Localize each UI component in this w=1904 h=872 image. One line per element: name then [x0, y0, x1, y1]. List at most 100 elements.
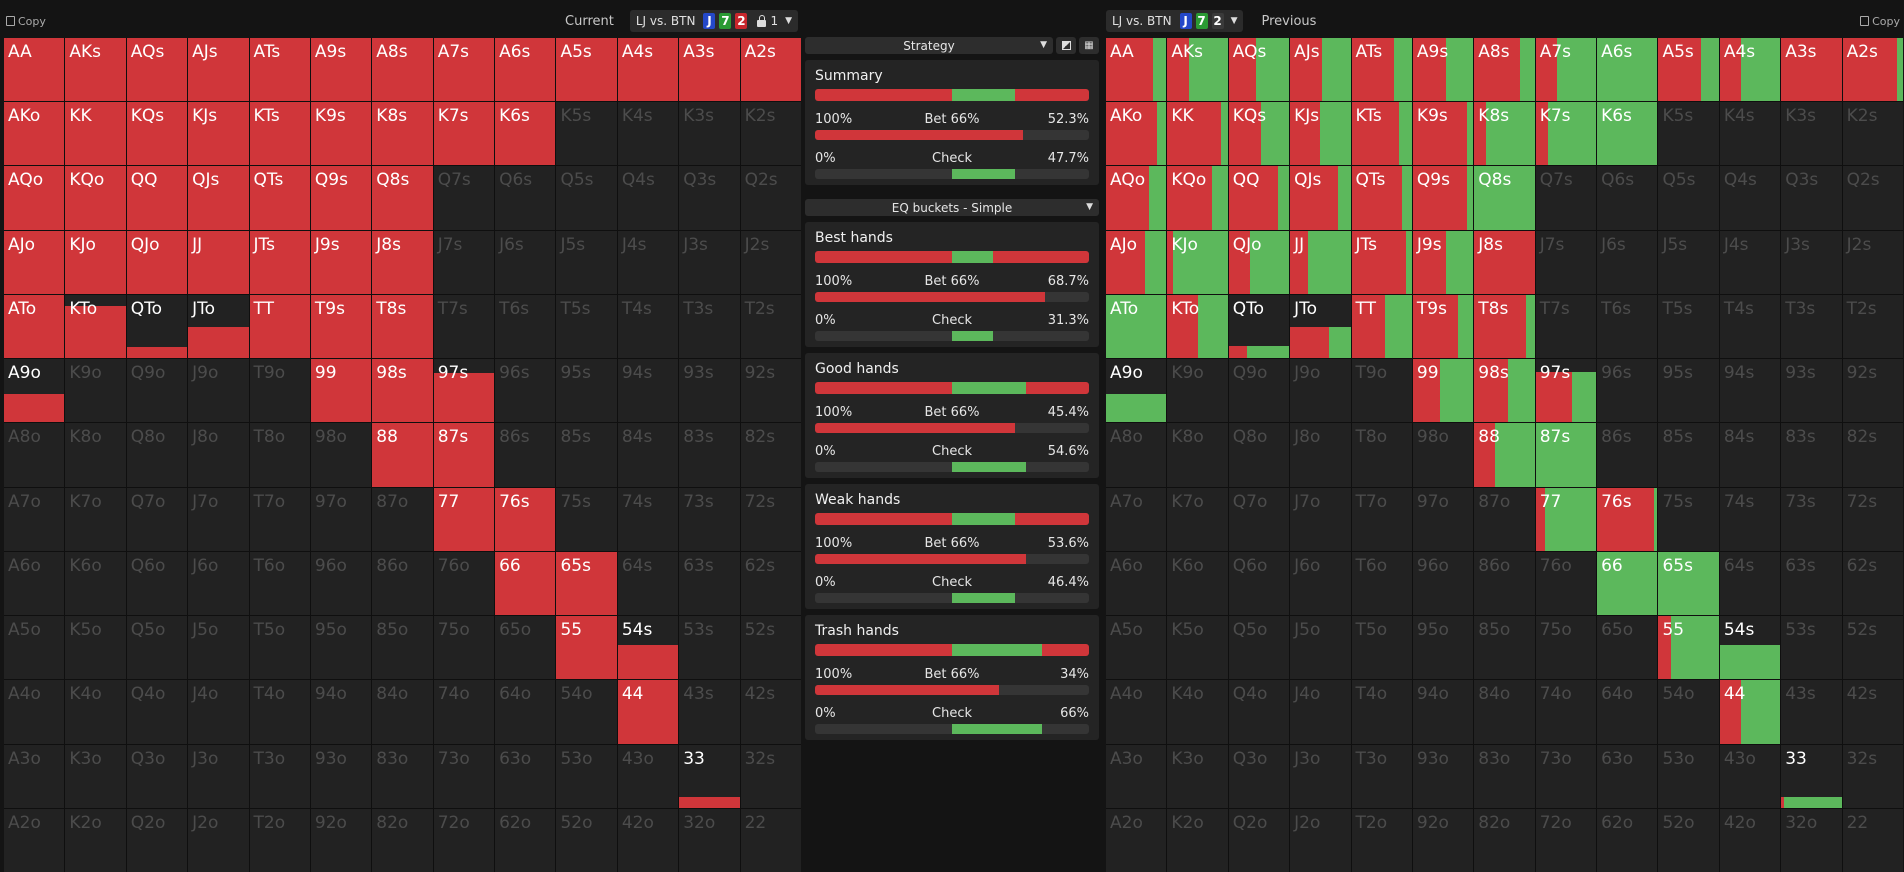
hand-cell-Q8s[interactable]: Q8s: [372, 166, 433, 230]
hand-cell-A6o[interactable]: A6o: [1106, 551, 1167, 616]
hand-cell-87s[interactable]: 87s: [433, 423, 495, 487]
hand-cell-A8s[interactable]: A8s: [372, 38, 433, 102]
hand-cell-QTs[interactable]: QTs: [249, 166, 310, 230]
hand-cell-J8s[interactable]: J8s: [372, 230, 433, 294]
hand-cell-K6o[interactable]: K6o: [1167, 551, 1228, 616]
hand-cell-86s[interactable]: 86s: [1597, 423, 1658, 487]
hand-cell-88[interactable]: 88: [1474, 423, 1535, 487]
hand-cell-A7s[interactable]: A7s: [433, 38, 495, 102]
hand-cell-43s[interactable]: 43s: [679, 680, 740, 744]
hand-cell-KJs[interactable]: KJs: [188, 102, 249, 166]
hand-cell-J5o[interactable]: J5o: [1290, 616, 1351, 680]
hand-cell-K4s[interactable]: K4s: [1719, 102, 1781, 166]
hand-cell-A9o[interactable]: A9o: [4, 359, 65, 423]
hand-cell-99[interactable]: 99: [310, 359, 372, 423]
hand-cell-K9o[interactable]: K9o: [65, 359, 126, 423]
hand-cell-Q5s[interactable]: Q5s: [556, 166, 617, 230]
hand-cell-Q7o[interactable]: Q7o: [126, 487, 188, 551]
hand-cell-54s[interactable]: 54s: [617, 616, 679, 680]
hand-cell-ATs[interactable]: ATs: [1351, 38, 1412, 102]
hand-cell-87s[interactable]: 87s: [1535, 423, 1597, 487]
hand-cell-62o[interactable]: 62o: [1597, 808, 1658, 872]
hand-cell-42s[interactable]: 42s: [1842, 680, 1903, 744]
hand-cell-K9s[interactable]: K9s: [310, 102, 372, 166]
hand-cell-Q2s[interactable]: Q2s: [1842, 166, 1903, 230]
hand-cell-T7o[interactable]: T7o: [1351, 487, 1412, 551]
hand-cell-T9o[interactable]: T9o: [1351, 359, 1412, 423]
hand-cell-K2o[interactable]: K2o: [1167, 808, 1228, 872]
hand-cell-AJo[interactable]: AJo: [4, 230, 65, 294]
hand-cell-86o[interactable]: 86o: [1474, 551, 1535, 616]
hand-cell-K7s[interactable]: K7s: [433, 102, 495, 166]
hand-cell-JTo[interactable]: JTo: [1290, 294, 1351, 359]
hand-cell-J8o[interactable]: J8o: [1290, 423, 1351, 487]
hand-cell-AJs[interactable]: AJs: [1290, 38, 1351, 102]
hand-cell-J4o[interactable]: J4o: [188, 680, 249, 744]
hand-cell-J8s[interactable]: J8s: [1474, 230, 1535, 294]
hand-cell-72s[interactable]: 72s: [1842, 487, 1903, 551]
hand-cell-74o[interactable]: 74o: [1535, 680, 1597, 744]
hand-cell-K6o[interactable]: K6o: [65, 551, 126, 616]
hand-cell-84s[interactable]: 84s: [1719, 423, 1781, 487]
hand-cell-J6o[interactable]: J6o: [188, 551, 249, 616]
hand-cell-93o[interactable]: 93o: [1412, 744, 1474, 808]
hand-cell-TT[interactable]: TT: [249, 294, 310, 359]
hand-cell-62s[interactable]: 62s: [740, 551, 801, 616]
hand-cell-83o[interactable]: 83o: [372, 744, 433, 808]
hand-cell-Q6s[interactable]: Q6s: [1597, 166, 1658, 230]
view-toggle-button[interactable]: [1056, 37, 1076, 54]
hand-cell-T6s[interactable]: T6s: [1597, 294, 1658, 359]
hand-cell-A9s[interactable]: A9s: [1412, 38, 1474, 102]
hand-cell-T8s[interactable]: T8s: [1474, 294, 1535, 359]
hand-cell-AQs[interactable]: AQs: [126, 38, 188, 102]
hand-cell-95s[interactable]: 95s: [1658, 359, 1719, 423]
hand-cell-43o[interactable]: 43o: [617, 744, 679, 808]
hand-cell-KTo[interactable]: KTo: [1167, 294, 1228, 359]
hand-cell-85s[interactable]: 85s: [556, 423, 617, 487]
hand-cell-J3o[interactable]: J3o: [1290, 744, 1351, 808]
hand-cell-96s[interactable]: 96s: [495, 359, 556, 423]
hand-cell-84s[interactable]: 84s: [617, 423, 679, 487]
hand-cell-T4o[interactable]: T4o: [1351, 680, 1412, 744]
hand-cell-TT[interactable]: TT: [1351, 294, 1412, 359]
hand-cell-86s[interactable]: 86s: [495, 423, 556, 487]
hand-cell-44[interactable]: 44: [617, 680, 679, 744]
hand-cell-54o[interactable]: 54o: [1658, 680, 1719, 744]
hand-cell-T7o[interactable]: T7o: [249, 487, 310, 551]
hand-cell-KQo[interactable]: KQo: [65, 166, 126, 230]
hand-cell-A4o[interactable]: A4o: [1106, 680, 1167, 744]
hand-cell-A3o[interactable]: A3o: [1106, 744, 1167, 808]
hand-cell-KJo[interactable]: KJo: [65, 230, 126, 294]
hand-cell-53s[interactable]: 53s: [1781, 616, 1842, 680]
hand-cell-J2o[interactable]: J2o: [1290, 808, 1351, 872]
hand-cell-95o[interactable]: 95o: [1412, 616, 1474, 680]
hand-cell-74s[interactable]: 74s: [1719, 487, 1781, 551]
hand-cell-52o[interactable]: 52o: [1658, 808, 1719, 872]
hand-cell-94s[interactable]: 94s: [1719, 359, 1781, 423]
hand-cell-A6s[interactable]: A6s: [1597, 38, 1658, 102]
hand-cell-T8o[interactable]: T8o: [1351, 423, 1412, 487]
hand-cell-Q9o[interactable]: Q9o: [126, 359, 188, 423]
hand-cell-T9o[interactable]: T9o: [249, 359, 310, 423]
hand-cell-A6o[interactable]: A6o: [4, 551, 65, 616]
hand-cell-73s[interactable]: 73s: [1781, 487, 1842, 551]
hand-cell-76o[interactable]: 76o: [433, 551, 495, 616]
hand-cell-53s[interactable]: 53s: [679, 616, 740, 680]
hand-cell-63o[interactable]: 63o: [1597, 744, 1658, 808]
hand-cell-KJs[interactable]: KJs: [1290, 102, 1351, 166]
hand-cell-J5s[interactable]: J5s: [556, 230, 617, 294]
hand-cell-J9o[interactable]: J9o: [188, 359, 249, 423]
hand-cell-T9s[interactable]: T9s: [310, 294, 372, 359]
hand-cell-KJo[interactable]: KJo: [1167, 230, 1228, 294]
hand-cell-84o[interactable]: 84o: [372, 680, 433, 744]
hand-cell-K8o[interactable]: K8o: [65, 423, 126, 487]
hand-cell-Q6o[interactable]: Q6o: [126, 551, 188, 616]
hand-cell-77[interactable]: 77: [433, 487, 495, 551]
hand-cell-AQs[interactable]: AQs: [1228, 38, 1290, 102]
strategy-dropdown[interactable]: Strategy ▼: [805, 37, 1053, 54]
hand-cell-AA[interactable]: AA: [1106, 38, 1167, 102]
hand-cell-QQ[interactable]: QQ: [126, 166, 188, 230]
hand-cell-J7o[interactable]: J7o: [188, 487, 249, 551]
hand-cell-A3s[interactable]: A3s: [679, 38, 740, 102]
hand-cell-T3s[interactable]: T3s: [679, 294, 740, 359]
